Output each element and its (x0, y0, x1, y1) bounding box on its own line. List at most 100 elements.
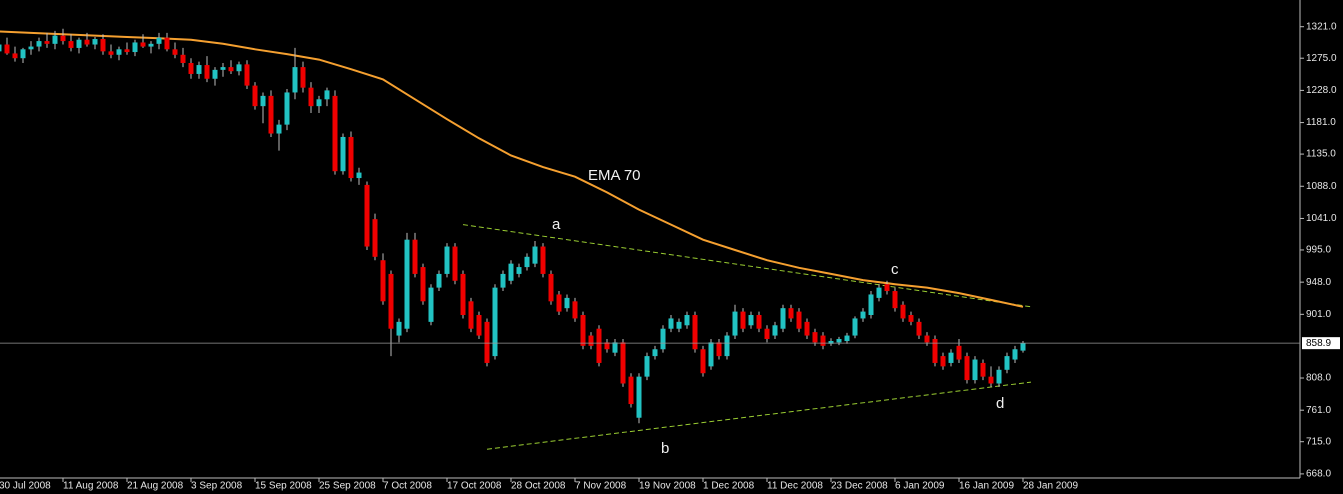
candle-body (732, 311, 738, 336)
y-tick-label: 1228.0 (1306, 85, 1337, 96)
candle-body (876, 287, 882, 298)
candle-body (404, 239, 410, 329)
candle-body (132, 42, 138, 53)
candle-body (252, 85, 258, 107)
candle-body (276, 124, 282, 134)
candle-body (980, 362, 986, 377)
candle-body (916, 321, 922, 336)
candle-body (372, 219, 378, 257)
candle-body (324, 90, 330, 100)
candle-body (28, 46, 34, 50)
candle-body (236, 64, 242, 72)
candle-body (196, 65, 202, 74)
y-tick-label: 761.0 (1306, 405, 1331, 416)
candle-body (4, 44, 10, 54)
candle-body (692, 315, 698, 350)
candle-body (412, 239, 418, 274)
candle-body (68, 41, 74, 48)
candle-body (564, 297, 570, 309)
candle-body (804, 321, 810, 336)
candle-body (700, 349, 706, 374)
candle-body (180, 54, 186, 64)
ema-label: EMA 70 (588, 167, 641, 184)
candle-body (212, 69, 218, 79)
candle-body (900, 304, 906, 319)
candle-body (884, 284, 890, 292)
candle-body (116, 49, 122, 55)
candle-body (532, 246, 538, 264)
candle-body (956, 345, 962, 360)
candle-body (452, 246, 458, 281)
candle-body (316, 99, 322, 107)
x-tick-label: 28 Oct 2008 (511, 481, 566, 492)
candle-body (756, 315, 762, 329)
candle-body (844, 335, 850, 342)
candle-body (292, 67, 298, 93)
candle-body (924, 335, 930, 343)
candle-body (100, 39, 106, 52)
candle-body (436, 273, 442, 288)
candle-body (308, 87, 314, 107)
candle-body (676, 321, 682, 329)
candle-body (764, 328, 770, 339)
trendline (486, 381, 1032, 450)
x-tick-label: 1 Dec 2008 (703, 481, 755, 492)
x-tick-label: 16 Jan 2009 (959, 481, 1014, 492)
candle-body (612, 342, 618, 353)
candle-body (484, 321, 490, 363)
candle-body (828, 341, 834, 344)
candle-body (84, 39, 90, 45)
candle-body (788, 308, 794, 319)
y-tick-label: 715.0 (1306, 436, 1331, 447)
candle-body (340, 136, 346, 172)
candle-body (964, 356, 970, 381)
x-tick-label: 7 Oct 2008 (383, 481, 432, 492)
candle-body (540, 246, 546, 274)
candle-body (684, 315, 690, 326)
candle-body (36, 41, 42, 47)
x-tick-label: 17 Oct 2008 (447, 481, 502, 492)
y-tick-label: 995.0 (1306, 245, 1331, 256)
candle-body (364, 184, 370, 247)
candle-body (972, 359, 978, 381)
candle-body (44, 41, 50, 44)
candle-body (172, 49, 178, 55)
x-tick-label: 3 Sep 2008 (191, 481, 243, 492)
candle-body (164, 37, 170, 50)
candle-body (1004, 356, 1010, 370)
candle-body (188, 63, 194, 74)
candle-body (604, 342, 610, 350)
candle-body (588, 335, 594, 346)
x-tick-label: 15 Sep 2008 (255, 481, 312, 492)
candle-body (268, 95, 274, 134)
candle-body (812, 332, 818, 343)
candle-body (76, 39, 82, 48)
candle-body (476, 315, 482, 336)
last-price-box (1302, 337, 1340, 350)
candle-body (12, 53, 18, 59)
candle-body (1020, 343, 1026, 351)
candle-body (724, 335, 730, 357)
candle-body (748, 315, 754, 326)
candle-body (932, 338, 938, 363)
candle-body (356, 172, 362, 179)
candle-body (332, 95, 338, 172)
candle-body (580, 315, 586, 346)
candle-body (0, 44, 2, 52)
y-tick-label: 1181.0 (1306, 117, 1336, 128)
candle-body (780, 308, 786, 329)
candle-body (108, 51, 114, 55)
candle-body (500, 273, 506, 288)
candle-body (260, 95, 266, 107)
candle-body (940, 356, 946, 367)
candle-body (636, 376, 642, 418)
candle-body (868, 294, 874, 316)
candle-body (644, 356, 650, 377)
candle-body (772, 325, 778, 336)
annotation: d (996, 395, 1004, 412)
candle-body (596, 328, 602, 363)
candle-body (388, 273, 394, 329)
candle-body (380, 260, 386, 302)
candle-body (148, 43, 154, 47)
ema-line (0, 30, 1024, 308)
